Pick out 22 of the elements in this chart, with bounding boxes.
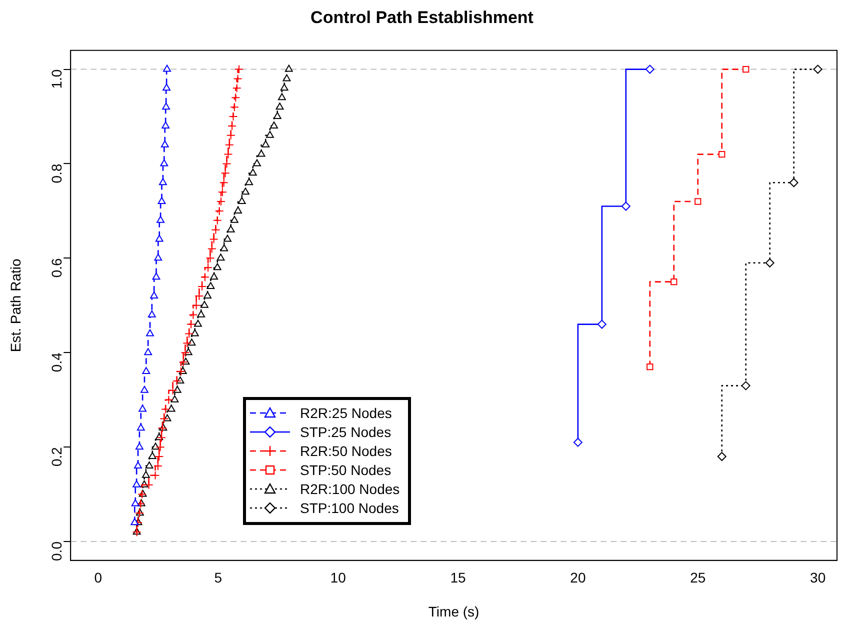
legend-label: STP:100 Nodes (300, 498, 399, 518)
x-tick-label: 20 (570, 570, 586, 586)
y-axis-title: Est. Path Ratio (7, 258, 24, 352)
legend-label: R2R:50 Nodes (300, 442, 392, 461)
legend-label: R2R:100 Nodes (300, 480, 400, 499)
x-tick-label: 10 (330, 570, 346, 586)
x-tick-label: 15 (450, 570, 466, 586)
legend-label: STP:25 Nodes (300, 422, 392, 442)
y-tick-label: 0.2 (48, 446, 64, 467)
x-tick-label: 0 (94, 570, 102, 586)
y-tick-label: 0.8 (48, 164, 64, 184)
y-tick-label: 0.4 (48, 352, 64, 372)
x-tick-label: 25 (690, 570, 706, 586)
legend-label: R2R:25 Nodes (300, 404, 392, 423)
y-tick-label: 0.0 (48, 541, 64, 561)
y-tick-label: 0.6 (48, 258, 64, 278)
x-tick-label: 30 (810, 570, 826, 586)
legend-label: STP:50 Nodes (300, 460, 392, 480)
x-tick-label: 5 (214, 570, 222, 586)
chart-title: Control Path Establishment (310, 8, 534, 27)
y-tick-label: 1.0 (48, 69, 64, 89)
x-axis-title: Time (s) (428, 603, 480, 620)
